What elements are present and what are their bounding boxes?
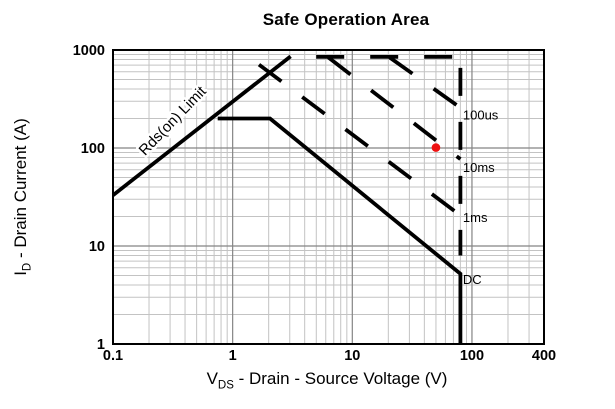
x-tick-label-100: 100 [460, 348, 484, 364]
operating-point-marker [431, 143, 441, 152]
x-axis-title: VDS - Drain - Source Voltage (V) [77, 369, 577, 391]
curve-rds-on-limit [111, 54, 292, 197]
y-tick-label-1: 1 [97, 337, 105, 353]
curve-dc-limit [217, 116, 463, 344]
curve-label-dc: DC [463, 272, 482, 287]
curve-label-1ms: 1ms [463, 210, 488, 225]
y-tick-label-10: 10 [89, 239, 105, 255]
x-tick-label-1: 1 [229, 348, 237, 364]
curve-pulse-100us [388, 55, 462, 110]
y-tick-label-100: 100 [81, 141, 105, 157]
x-axis-title-text: - Drain - Source Voltage (V) [233, 369, 448, 388]
curve-pulse-10ms [327, 55, 462, 161]
x-axis-symbol: V [206, 369, 218, 388]
x-tick-label-10: 10 [344, 348, 360, 364]
x-tick-label-400: 400 [532, 348, 556, 364]
plot-frame [112, 49, 545, 345]
chart-title: Safe Operation Area [262, 10, 430, 29]
curve-pulse-1ms [257, 63, 462, 217]
curve-label-10ms: 10ms [463, 160, 495, 175]
curve-label-100us: 100us [463, 107, 499, 122]
x-tick-label-0.1: 0.1 [103, 348, 123, 364]
y-tick-label-1000: 1000 [73, 43, 105, 59]
x-axis-symbol-subscript: DS [217, 379, 234, 392]
